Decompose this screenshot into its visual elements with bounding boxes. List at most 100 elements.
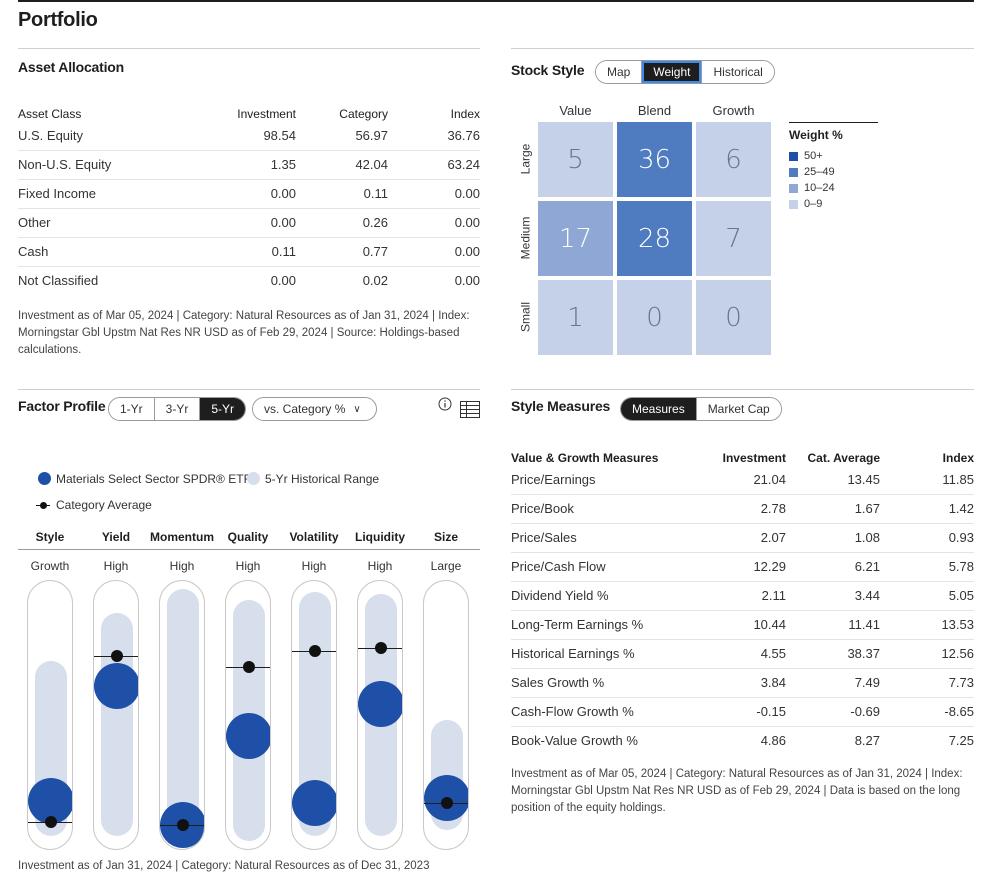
- section-divider: [511, 389, 974, 390]
- range-legend-marker: [247, 472, 260, 485]
- page-title: Portfolio: [18, 9, 98, 31]
- cell-value: 56.97: [296, 121, 388, 151]
- asset-allocation-table: Asset Class Investment Category Index U.…: [18, 101, 480, 295]
- cell-value: 36.76: [388, 121, 480, 151]
- cell-value: 0.00: [270, 273, 296, 289]
- compare-select[interactable]: vs. Category % ∨: [252, 397, 377, 421]
- legend-item: 25–49: [789, 164, 835, 180]
- cell-value: 1.08: [786, 523, 880, 553]
- cell-value: -8.65: [880, 697, 974, 727]
- column-header: Asset Class: [18, 107, 82, 121]
- row-label: Historical Earnings %: [511, 639, 701, 669]
- column-header: Category: [339, 107, 388, 121]
- tab-1-yr[interactable]: 1-Yr: [109, 398, 155, 420]
- column-header: Investment: [237, 107, 296, 121]
- table-row: Fixed Income 0.00 0.11 0.00: [18, 179, 480, 209]
- fund-legend-marker: [38, 472, 51, 485]
- cell-value: 10.44: [701, 610, 786, 640]
- style-column-header: Blend: [637, 103, 672, 118]
- legend-swatch: [789, 183, 798, 193]
- column-header: Index: [942, 451, 974, 465]
- row-label: Price/Book: [511, 494, 701, 524]
- weight-legend-title: Weight %: [789, 128, 843, 142]
- table-row: Price/Book 2.78 1.67 1.42: [511, 494, 974, 524]
- table-row: Price/Sales 2.07 1.08 0.93: [511, 523, 974, 553]
- cell-value: 3.84: [701, 668, 786, 698]
- fund-marker: [28, 777, 72, 824]
- cell-value: 2.11: [701, 581, 786, 611]
- category-average-marker: [243, 660, 255, 673]
- tab-historical[interactable]: Historical: [702, 61, 774, 83]
- row-label: U.S. Equity: [18, 121, 218, 151]
- tab-3-yr[interactable]: 3-Yr: [154, 398, 201, 420]
- style-row-header: Medium: [518, 216, 533, 260]
- cell-value: 13.45: [786, 465, 880, 495]
- cell-value: 7.73: [880, 668, 974, 698]
- table-row: Dividend Yield % 2.11 3.44 5.05: [511, 581, 974, 611]
- factor-header-rule: [18, 549, 480, 550]
- table-icon[interactable]: [460, 401, 480, 423]
- fund-marker: [292, 780, 336, 827]
- tab-5-yr[interactable]: 5-Yr: [200, 398, 246, 420]
- table-row: Sales Growth % 3.84 7.49 7.73: [511, 668, 974, 698]
- factor-track: [93, 580, 139, 850]
- style-measures-table: Value & Growth Measures Investment Cat. …: [511, 445, 974, 755]
- style-box-cell: 0: [696, 280, 771, 355]
- factor-profile-title: Factor Profile: [18, 398, 106, 414]
- cell-value: 4.86: [760, 733, 786, 749]
- cell-value: 0.26: [296, 208, 388, 238]
- factor-top-label: High: [367, 559, 393, 573]
- factor-name: Size: [433, 530, 458, 544]
- style-column-header: Value: [559, 103, 592, 118]
- factor-profile-footnote: Investment as of Jan 31, 2024 | Category…: [18, 860, 430, 872]
- table-row: Cash 0.11 0.77 0.00: [18, 237, 480, 267]
- category-average-marker: [111, 650, 123, 663]
- cell-value: 0.11: [218, 237, 296, 267]
- info-icon[interactable]: [438, 397, 452, 416]
- cell-value: 0.02: [362, 273, 388, 289]
- row-label: Non-U.S. Equity: [18, 150, 218, 180]
- tab-market-cap[interactable]: Market Cap: [696, 398, 781, 420]
- row-label: Cash-Flow Growth %: [511, 697, 701, 727]
- cell-value: 8.27: [854, 733, 880, 749]
- factor-name: Momentum: [150, 530, 214, 544]
- cell-value: -0.69: [786, 697, 880, 727]
- table-row: Non-U.S. Equity 1.35 42.04 63.24: [18, 150, 480, 180]
- factor-top-label: Large: [430, 559, 462, 573]
- cell-value: 4.55: [701, 639, 786, 669]
- cell-value: 12.56: [880, 639, 974, 669]
- row-label: Long-Term Earnings %: [511, 610, 701, 640]
- tab-measures[interactable]: Measures: [621, 398, 697, 420]
- factor-top-label: High: [235, 559, 261, 573]
- table-row: Cash-Flow Growth % -0.15 -0.69 -8.65: [511, 697, 974, 727]
- style-measures-footnote: Investment as of Mar 05, 2024 | Category…: [511, 768, 963, 814]
- historical-range-bar: [101, 613, 133, 836]
- section-divider: [18, 389, 480, 390]
- cell-value: 0.00: [388, 237, 480, 267]
- cell-value: -0.15: [701, 697, 786, 727]
- legend-swatch: [789, 199, 798, 209]
- factor-top-label: Growth: [30, 559, 70, 573]
- tab-map[interactable]: Map: [596, 61, 643, 83]
- legend-rule: [789, 122, 878, 123]
- cell-value: 13.53: [880, 610, 974, 640]
- cell-value: 3.44: [786, 581, 880, 611]
- factor-top-label: High: [301, 559, 327, 573]
- legend-label: 25–49: [804, 166, 835, 178]
- table-row: Price/Cash Flow 12.29 6.21 5.78: [511, 552, 974, 582]
- style-box-cell: 1: [538, 280, 613, 355]
- tab-weight[interactable]: Weight: [642, 61, 703, 83]
- row-label: Price/Sales: [511, 523, 701, 553]
- fund-marker: [358, 681, 402, 728]
- style-box-cell: 17: [538, 201, 613, 276]
- column-header: Index: [450, 107, 480, 121]
- cell-value: 42.04: [296, 150, 388, 180]
- stock-style-title: Stock Style: [511, 62, 585, 78]
- compare-select-value: vs. Category %: [264, 402, 346, 416]
- table-row: Not Classified 0.00 0.02 0.00: [18, 266, 480, 295]
- factor-track: [291, 580, 337, 850]
- style-box-cell: 28: [617, 201, 692, 276]
- fund-marker: [94, 662, 138, 709]
- legend-label: 50+: [804, 150, 823, 162]
- row-label: Book-Value Growth %: [511, 733, 638, 749]
